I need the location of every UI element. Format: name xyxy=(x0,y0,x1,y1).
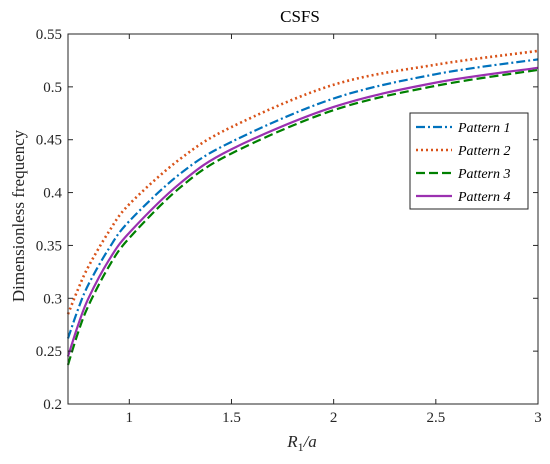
series-line-1 xyxy=(66,58,539,339)
legend-label: Pattern 2 xyxy=(457,144,511,159)
y-tick-label: 0.25 xyxy=(36,344,62,360)
y-axis-title: Dimensionless frequency xyxy=(9,129,28,302)
x-axis-title-main: R xyxy=(286,432,298,451)
y-tick-label: 0.5 xyxy=(43,80,62,96)
y-tick-label: 0.35 xyxy=(36,238,62,254)
x-tick-label: 3 xyxy=(534,410,542,426)
x-tick-label: 1.5 xyxy=(222,410,241,426)
series-line-3 xyxy=(66,68,539,366)
legend-label: Pattern 4 xyxy=(457,190,511,205)
y-tick-label: 0.55 xyxy=(36,27,62,43)
legend: Pattern 1 Pattern 2 Pattern 3 Pattern 4 xyxy=(409,112,529,210)
series-line-2 xyxy=(66,49,539,315)
y-tick-label: 0.2 xyxy=(43,397,62,413)
x-tick-label: 1 xyxy=(126,410,134,426)
x-tick-label: 2.5 xyxy=(426,410,445,426)
x-axis-title-subscript: 1 xyxy=(298,440,304,454)
y-tick-label: 0.45 xyxy=(36,133,62,149)
x-axis-title-rest: /a xyxy=(303,432,317,451)
y-tick-label: 0.3 xyxy=(43,291,62,307)
x-tick-label: 2 xyxy=(330,410,338,426)
y-tick-label: 0.4 xyxy=(43,186,62,202)
legend-box xyxy=(409,112,529,210)
legend-label: Pattern 1 xyxy=(457,121,511,136)
legend-label: Pattern 3 xyxy=(457,167,511,182)
axis-ticks: 1 1.5 2 2.5 3 0.2 0.25 0.3 0.35 0.4 0.45 0.5 0.55 xyxy=(36,27,542,426)
chart-title: CSFS xyxy=(280,7,320,26)
series-line-4 xyxy=(66,66,539,357)
x-axis-title: R1/a xyxy=(286,432,317,454)
axes-box xyxy=(67,33,539,405)
plot-area xyxy=(66,49,539,366)
